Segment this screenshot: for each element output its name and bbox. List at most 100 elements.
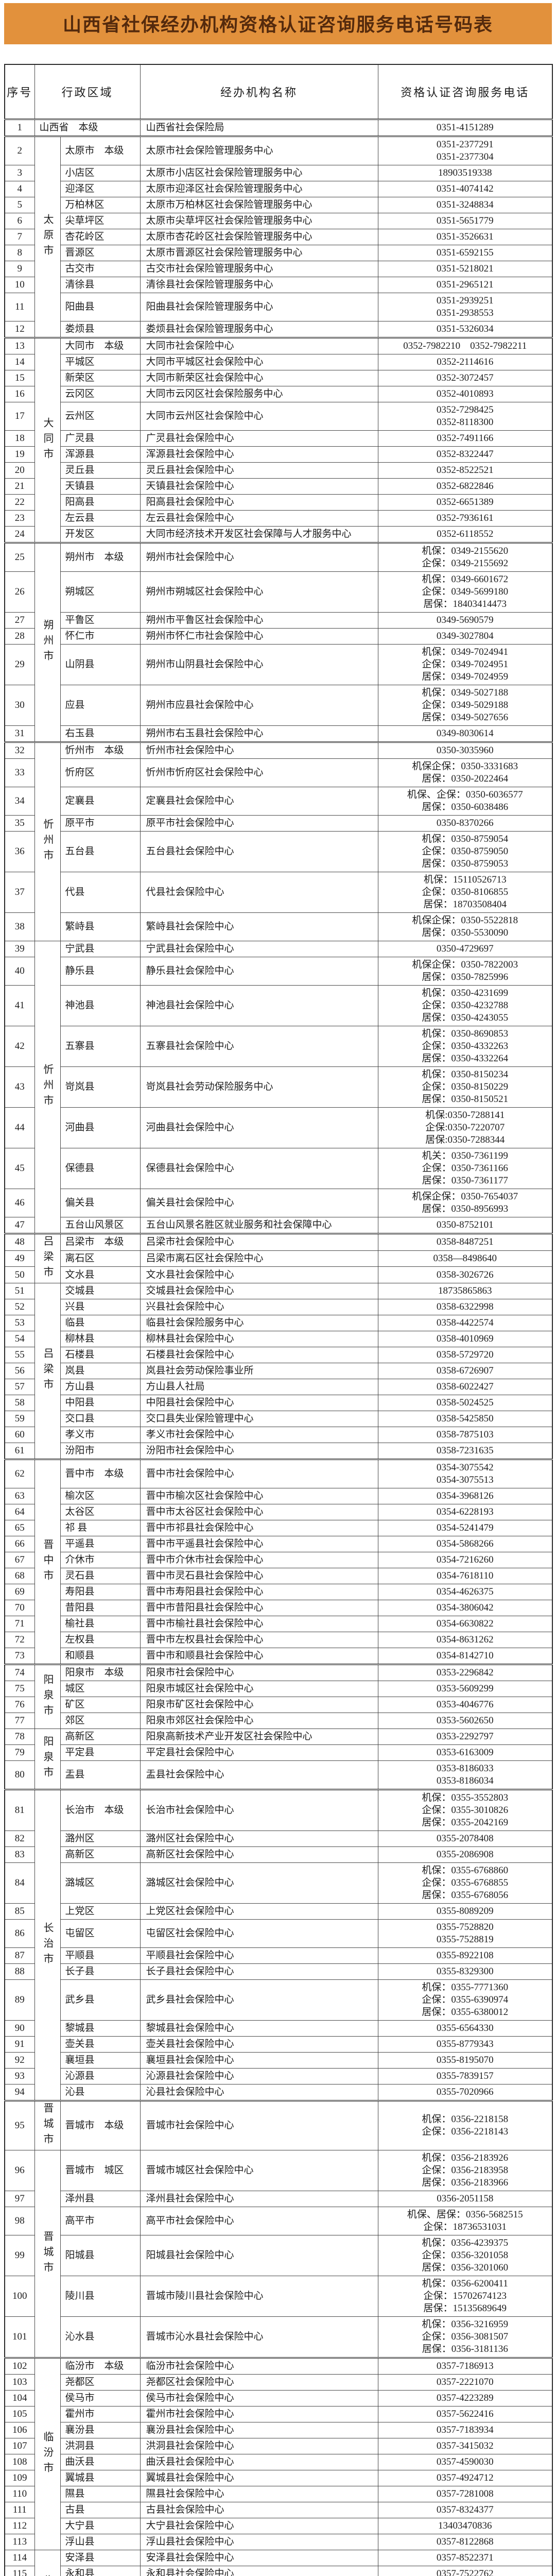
phone-cell: 0350-8370266 bbox=[377, 815, 553, 832]
agency-name-cell: 晋中市灵石县社会保险中心 bbox=[140, 1568, 378, 1584]
table-row: 50 文水县 文水县社会保险中心 0358-3026726 bbox=[4, 1266, 553, 1283]
phone-line: 机保：0350-4231699 bbox=[422, 988, 509, 998]
agency-name-cell: 古县社会保险中心 bbox=[140, 2502, 378, 2518]
phone-line: 0352-6118552 bbox=[437, 529, 494, 539]
table-row: 66 平遥县 晋中市平遥县社会保险中心 0354-5868266 bbox=[4, 1536, 553, 1552]
table-row: 83 高新区 高新区社会保险中心 0355-2086908 bbox=[4, 1846, 553, 1863]
agency-name-cell: 天镇县社会保险中心 bbox=[140, 478, 378, 495]
table-row: 11 阳曲县 阳曲县社会保险管理服务中心 0351-2939251 0351-29385… bbox=[4, 293, 553, 321]
column-header-region: 行政区域 bbox=[34, 64, 141, 120]
region-cell: 尧都区 bbox=[60, 2374, 141, 2391]
row-number-cell: 8 bbox=[4, 245, 35, 261]
row-number-cell: 38 bbox=[4, 912, 35, 941]
phone-line: 居保：0350-6038486 bbox=[422, 802, 509, 812]
table-row: 111 古县 古县社会保险中心 0357-8324377 bbox=[4, 2502, 553, 2518]
row-number-cell: 100 bbox=[4, 2276, 35, 2317]
phone-line: 0351-6592155 bbox=[436, 247, 494, 258]
agency-name-cell: 交口县失业保险管理中心 bbox=[140, 1411, 378, 1427]
phone-cell: 0352-7491166 bbox=[377, 430, 553, 447]
row-number-cell: 88 bbox=[4, 1963, 35, 1980]
region-cell: 兴县 bbox=[60, 1299, 141, 1315]
phone-cell: 机保：0349-2155620 企保：0349-2155692 bbox=[377, 542, 553, 572]
table-row: 2 太原市 太原市 本级 太原市社会保险管理服务中心 0351-2377291 0351-… bbox=[4, 135, 553, 338]
table-row: 3 小店区 太原市小店区社会保险管理服务中心 18903519338 bbox=[4, 165, 553, 181]
phone-line: 0358-8487251 bbox=[436, 1236, 494, 1248]
phone-cell: 0353-8186033 0353-8186034 bbox=[377, 1760, 553, 1790]
agency-name-cell: 晋中市榆社县社会保险中心 bbox=[140, 1616, 378, 1632]
agency-name-cell: 霍州市社会保险中心 bbox=[140, 2406, 378, 2422]
table-row: 47 五台山风景区 五台山风景名胜区就业服务和社会保障中心 0350-8752101 bbox=[4, 1217, 553, 1234]
agency-name-cell: 长子县社会保险中心 bbox=[140, 1963, 378, 1980]
phone-line: 0354-7216260 bbox=[436, 1554, 494, 1565]
row-number-cell: 17 bbox=[4, 402, 35, 431]
table-row: 43 岢岚县 岢岚县社会劳动保险服务中心 机保：0350-8150234 企保：0350… bbox=[4, 1066, 553, 1108]
city-group-label: 忻州市 bbox=[42, 819, 53, 865]
phone-cell: 0354-3075542 0354-3075513 bbox=[377, 1459, 553, 1488]
table-row: 21 天镇县 天镇县社会保险中心 0352-6822846 bbox=[4, 478, 553, 495]
phone-line: 0351-5326034 bbox=[436, 324, 494, 334]
agency-name-cell: 中阳县社会保险中心 bbox=[140, 1395, 378, 1411]
agency-name-cell: 临县社会保险服务中心 bbox=[140, 1315, 378, 1331]
phone-line: 企保：0350-7361166 bbox=[422, 1163, 508, 1174]
phone-line: 企保：0355-6768855 bbox=[422, 1877, 509, 1888]
agency-name-cell: 太原市迎泽区社会保险管理服务中心 bbox=[140, 181, 378, 197]
row-number-cell: 20 bbox=[4, 462, 35, 479]
row-number-cell: 102 bbox=[4, 2357, 35, 2375]
region-cell: 古交市 bbox=[60, 261, 141, 277]
row-number-cell: 6 bbox=[4, 213, 35, 229]
phone-line: 0358-6322998 bbox=[436, 1301, 494, 1312]
region-cell: 宁武县 bbox=[60, 941, 141, 957]
region-cell: 怀仁市 bbox=[60, 628, 141, 645]
region-cell: 吕梁市 本级 bbox=[60, 1233, 141, 1251]
city-group-cell: 朔州市 bbox=[34, 542, 61, 742]
row-number-cell: 92 bbox=[4, 2052, 35, 2069]
agency-name-cell: 五台山风景名胜区就业服务和社会保障中心 bbox=[140, 1217, 378, 1234]
phone-cell: 0353-4046776 bbox=[377, 1697, 553, 1713]
phone-cell: 0354-8631262 bbox=[377, 1632, 553, 1648]
phone-line: 企保：15702674123 bbox=[423, 2291, 507, 2301]
region-cell: 沁水县 bbox=[60, 2316, 141, 2358]
row-number-cell: 62 bbox=[4, 1459, 35, 1488]
phone-line: 企保：0356-3201058 bbox=[422, 2250, 509, 2261]
row-number-cell: 44 bbox=[4, 1107, 35, 1148]
agency-name-cell: 浑源县社会保险中心 bbox=[140, 446, 378, 463]
region-cell: 榆社县 bbox=[60, 1616, 141, 1632]
region-cell: 太谷区 bbox=[60, 1504, 141, 1520]
region-cell: 杏花岭区 bbox=[60, 229, 141, 245]
region-cell: 临汾市 本级 bbox=[60, 2357, 141, 2375]
region-cell: 娄烦县 bbox=[60, 321, 141, 338]
region-cell: 偏关县 bbox=[60, 1189, 141, 1217]
row-number-cell: 16 bbox=[4, 386, 35, 402]
phone-cell: 0355-2078408 bbox=[377, 1831, 553, 1847]
phone-cell: 0354-3806042 bbox=[377, 1600, 553, 1616]
phone-line: 0355-7020966 bbox=[436, 2087, 494, 2097]
phone-cell: 0352-7298425 0352-8118300 bbox=[377, 402, 553, 431]
city-group-label: 太原市 bbox=[42, 214, 53, 260]
region-cell: 灵丘县 bbox=[60, 462, 141, 479]
phone-line: 0352-6651389 bbox=[436, 497, 494, 507]
agency-name-cell: 岢岚县社会劳动保险服务中心 bbox=[140, 1066, 378, 1108]
table-row: 65 祁 县晋中市祁县社会保险中心 0354-5241479 bbox=[4, 1520, 553, 1536]
region-cell: 城区 bbox=[60, 1681, 141, 1697]
phone-line: 机保企保：0350-5522818 bbox=[412, 915, 518, 926]
row-number-cell: 28 bbox=[4, 628, 35, 645]
row-number-cell: 5 bbox=[4, 197, 35, 213]
region-cell: 尖草坪区 bbox=[60, 213, 141, 229]
phone-line: 机保：0350-8690853 bbox=[422, 1028, 509, 1039]
row-number-cell: 51 bbox=[4, 1283, 35, 1299]
region-cell: 左云县 bbox=[60, 510, 141, 527]
region-cell: 阳泉市 本级 bbox=[60, 1664, 141, 1681]
city-group-label: 朔州市 bbox=[42, 619, 53, 666]
phone-cell: 0357-7183934 bbox=[377, 2422, 553, 2438]
agency-name-cell: 大同市经济技术开发区社会保障与人才服务中心 bbox=[140, 526, 378, 543]
phone-line: 居保：15135689649 bbox=[423, 2303, 507, 2314]
table-row: 109 翼城县 翼城县社会保险中心 0357-4924712 bbox=[4, 2470, 553, 2486]
region-cell: 平顺县 bbox=[60, 1947, 141, 1964]
row-number-cell: 2 bbox=[4, 135, 35, 165]
agency-name-cell: 壶关县社会保险中心 bbox=[140, 2036, 378, 2053]
phone-line: 0357-4223289 bbox=[436, 2393, 494, 2403]
phone-line: 0354-8142710 bbox=[436, 1650, 494, 1661]
region-cell: 河曲县 bbox=[60, 1107, 141, 1148]
region-cell: 上党区 bbox=[60, 1903, 141, 1920]
phone-line: 机保：0356-6200411 bbox=[422, 2278, 508, 2289]
